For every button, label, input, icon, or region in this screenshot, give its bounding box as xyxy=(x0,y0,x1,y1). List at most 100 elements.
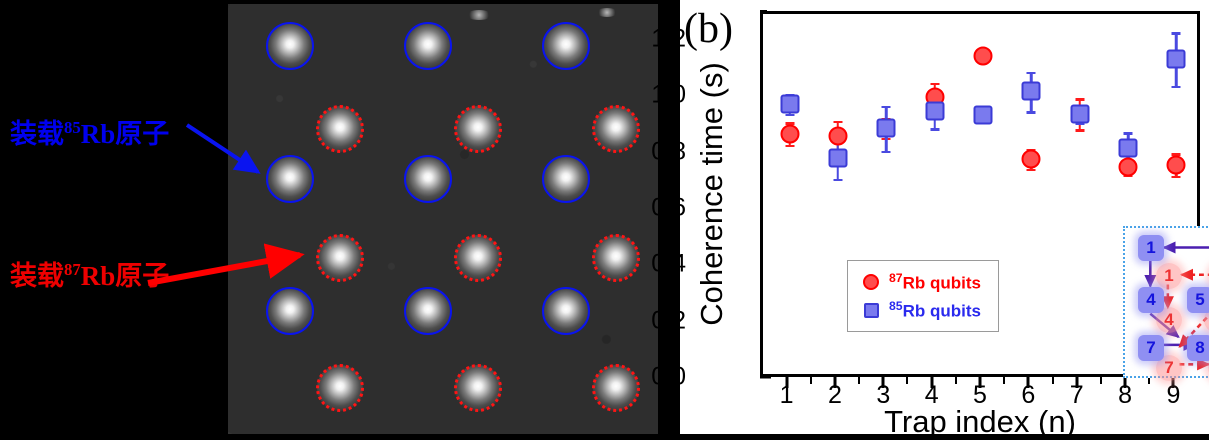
data-point-85rb xyxy=(1118,138,1138,158)
x-axis-minor-tick-mark xyxy=(906,377,909,384)
y-axis-tick-label: 0.2 xyxy=(651,306,686,335)
x-axis-tick-mark xyxy=(1075,377,1079,388)
data-point-85rb xyxy=(1021,81,1041,101)
x-axis-tick-mark xyxy=(1026,377,1030,388)
legend-85-text: Rb qubits xyxy=(902,301,981,321)
error-bar-cap xyxy=(881,150,891,154)
x-axis-tick-mark xyxy=(833,377,837,388)
y-axis-label: Coherence time (s) xyxy=(694,62,729,326)
error-bar-cap xyxy=(1171,32,1181,35)
x-axis-tick-label: 1 xyxy=(779,381,794,409)
error-bar-cap xyxy=(1075,98,1085,101)
inset-red-node: 5 xyxy=(1204,307,1209,333)
blue-solid-ring-85rb xyxy=(266,287,314,335)
annotation-label-load-85rb: 装载85Rb原子 xyxy=(10,119,170,149)
inset-blue-node: 7 xyxy=(1138,335,1164,361)
x-axis-tick-mark xyxy=(1123,377,1127,388)
error-bar-cap xyxy=(833,178,843,182)
y-axis-tick-label: 1.0 xyxy=(651,80,686,109)
legend-row-87rb: 87Rb qubits xyxy=(860,268,998,296)
x-axis-label: Trap index (n) xyxy=(884,404,1076,439)
x-axis-minor-tick-mark xyxy=(809,377,812,384)
y-axis-tick-label: 1.2 xyxy=(651,24,686,53)
red-dotted-ring-87rb xyxy=(316,105,364,153)
y-axis-tick-label: 0.0 xyxy=(651,362,686,391)
data-point-85rb xyxy=(1070,104,1090,124)
legend-label-85rb: 85Rb qubits xyxy=(889,299,981,322)
data-point-85rb xyxy=(828,148,848,168)
data-point-85rb xyxy=(973,105,993,125)
x-axis-minor-tick-mark xyxy=(1003,377,1006,384)
error-bar-cap xyxy=(1075,122,1085,125)
blue-solid-ring-85rb xyxy=(266,22,314,70)
annotation-85-suffix: Rb原子 xyxy=(80,119,170,149)
red-dotted-ring-87rb xyxy=(454,364,502,412)
error-bar-cap xyxy=(1123,132,1133,135)
camera-noise-texture xyxy=(228,4,658,434)
stray-fluorescence-spot xyxy=(596,8,618,17)
blue-solid-ring-85rb xyxy=(404,287,452,335)
x-axis-tick-label: 8 xyxy=(1118,381,1132,409)
data-point-87rb xyxy=(780,124,800,144)
red-dotted-ring-87rb xyxy=(592,234,640,282)
error-bar-cap xyxy=(881,105,891,108)
legend-label-87rb: 87Rb qubits xyxy=(889,271,981,294)
blue-solid-ring-85rb xyxy=(404,155,452,203)
error-bar-cap xyxy=(1026,71,1036,75)
x-axis-tick-mark xyxy=(1171,377,1175,388)
data-point-87rb xyxy=(1021,149,1041,169)
legend-row-85rb: 85Rb qubits xyxy=(860,296,998,324)
qubit-addressing-scheme-inset: 123456789123456789 xyxy=(1123,226,1209,381)
x-axis-tick-label: 6 xyxy=(1021,381,1036,409)
annotation-85-prefix: 装载 xyxy=(10,119,64,149)
x-axis-tick-label: 7 xyxy=(1069,381,1084,409)
data-point-87rb xyxy=(973,46,993,66)
red-dotted-ring-87rb xyxy=(592,105,640,153)
x-axis-tick-label: 2 xyxy=(827,381,842,409)
inset-blue-node: 8 xyxy=(1187,335,1209,361)
annotation-87-superscript: 87 xyxy=(64,260,81,279)
x-axis-tick-mark xyxy=(978,377,982,388)
annotation-87-suffix: Rb原子 xyxy=(80,261,170,291)
data-point-87rb xyxy=(1166,155,1186,175)
x-axis-minor-tick-mark xyxy=(954,377,957,384)
legend-87-superscript: 87 xyxy=(889,270,903,285)
blue-solid-ring-85rb xyxy=(404,22,452,70)
legend-marker-square-icon xyxy=(860,302,882,318)
error-bar-cap xyxy=(930,128,940,131)
legend-marker-circle-icon xyxy=(860,274,882,290)
x-axis-tick-label: 9 xyxy=(1166,381,1181,409)
red-dotted-ring-87rb xyxy=(316,364,364,412)
inset-red-node: 1 xyxy=(1156,263,1182,289)
x-axis-tick-mark xyxy=(881,377,885,388)
data-point-85rb xyxy=(780,94,800,114)
red-dotted-ring-87rb xyxy=(592,364,640,412)
error-bar-cap xyxy=(1075,129,1085,132)
blue-solid-ring-85rb xyxy=(542,22,590,70)
data-point-87rb xyxy=(1118,157,1138,177)
error-bar-cap xyxy=(1171,153,1181,156)
y-axis-tick-label: 0.8 xyxy=(651,137,686,166)
plot-legend: 87Rb qubits 85Rb qubits xyxy=(847,260,999,332)
coherence-time-plot-panel: (b) Coherence time (s) Trap index (n) 0.… xyxy=(651,0,1209,439)
x-axis-minor-tick-mark xyxy=(1099,377,1102,384)
blue-solid-ring-85rb xyxy=(542,155,590,203)
error-bar-cap xyxy=(1171,85,1181,89)
annotation-87-prefix: 装载 xyxy=(10,261,64,291)
annotation-label-load-87rb: 装载87Rb原子 xyxy=(10,260,170,291)
data-point-87rb xyxy=(828,126,848,146)
plot-frame: 87Rb qubits 85Rb qubits xyxy=(760,11,1209,381)
error-bar-cap xyxy=(785,122,795,125)
error-bar-cap xyxy=(1171,175,1181,179)
data-point-85rb xyxy=(925,101,945,121)
y-axis-tick-mark xyxy=(760,375,771,379)
x-axis-minor-tick-mark xyxy=(1051,377,1054,384)
red-dotted-ring-87rb xyxy=(316,234,364,282)
inset-blue-node: 4 xyxy=(1138,287,1164,313)
red-dotted-ring-87rb xyxy=(454,105,502,153)
x-axis-tick-mark xyxy=(930,377,934,388)
stray-fluorescence-spot xyxy=(466,10,492,20)
blue-solid-ring-85rb xyxy=(266,155,314,203)
error-bar-cap xyxy=(1026,168,1036,172)
